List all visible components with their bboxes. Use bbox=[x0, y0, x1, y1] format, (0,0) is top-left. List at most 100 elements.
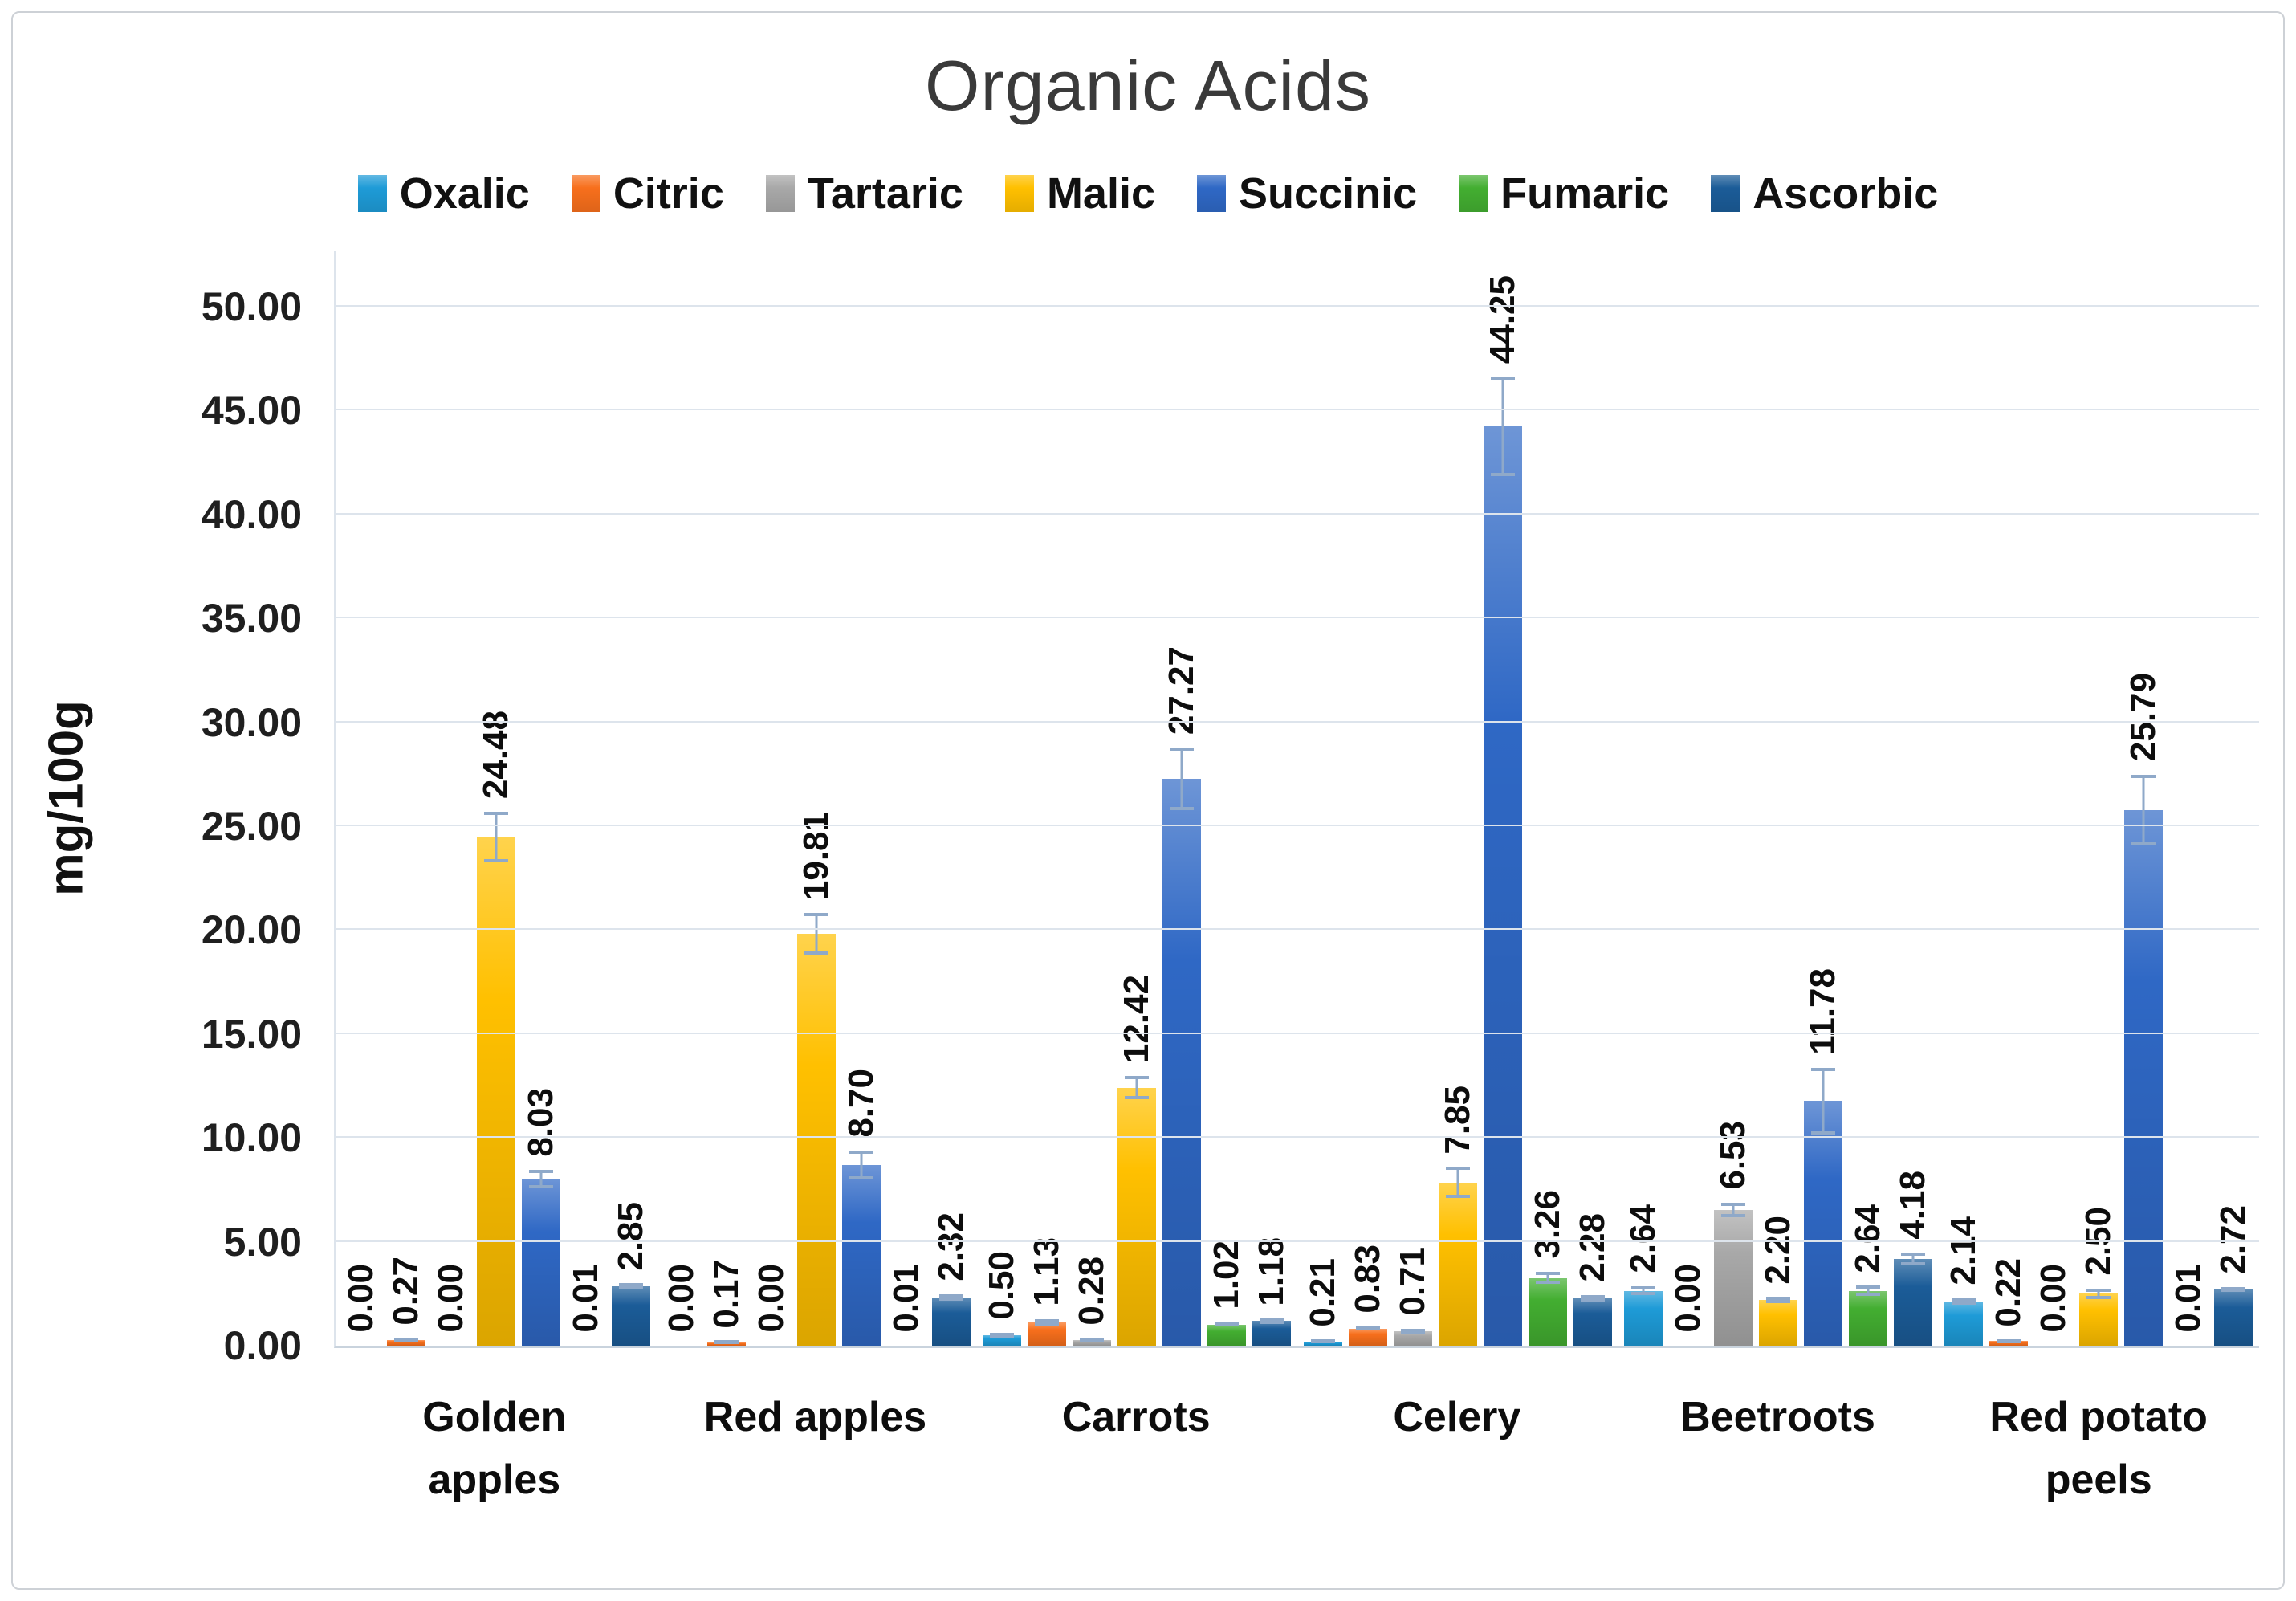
error-bar bbox=[1997, 1338, 2021, 1344]
bar-slot: 4.18 bbox=[1892, 251, 1932, 1346]
error-bar bbox=[1355, 1326, 1380, 1331]
error-bar bbox=[1445, 1167, 1470, 1199]
error-bar-line bbox=[815, 913, 818, 955]
gridline bbox=[336, 617, 2259, 619]
error-bar-cap-b bbox=[1035, 1322, 1060, 1326]
error-bar-cap-b bbox=[1170, 807, 1195, 811]
error-bar-cap-t bbox=[1855, 1285, 1880, 1289]
error-bar bbox=[1215, 1322, 1240, 1327]
bar-value-label: 0.01 bbox=[885, 1264, 926, 1333]
bar-value-label: 2.32 bbox=[930, 1212, 971, 1282]
error-bar bbox=[1535, 1271, 1560, 1285]
gridline bbox=[336, 825, 2259, 826]
bar-slot: 1.13 bbox=[1027, 251, 1067, 1346]
legend-item: Citric bbox=[571, 169, 724, 218]
bar-value-label: 2.64 bbox=[1847, 1204, 1887, 1273]
error-bar-cap-b bbox=[714, 1339, 739, 1343]
bar bbox=[1989, 1341, 2029, 1346]
bar-value-label: 0.00 bbox=[661, 1264, 701, 1333]
bar-value-label: 0.00 bbox=[751, 1264, 791, 1333]
error-bar-cap-b bbox=[2221, 1288, 2246, 1292]
bar-value-label: 4.18 bbox=[1892, 1171, 1932, 1240]
bar-slot: 8.70 bbox=[841, 251, 881, 1346]
bar-slot: 0.00 bbox=[2033, 251, 2073, 1346]
bar-group: 0.50 1.13 0.28 12.42 27.27 1.02 1.18 bbox=[977, 251, 1297, 1346]
bar bbox=[1393, 1330, 1432, 1346]
error-bar-cap-t bbox=[1952, 1298, 1976, 1302]
error-bar-cap-t bbox=[1035, 1318, 1060, 1322]
error-bar-line bbox=[1546, 1271, 1549, 1285]
bar bbox=[931, 1297, 971, 1346]
legend-swatch-icon bbox=[765, 175, 795, 212]
error-bar bbox=[1490, 376, 1515, 476]
error-bar-cap-b bbox=[393, 1338, 418, 1342]
x-axis-category-labels: Golden apples Red apples Carrots Celery Beet… bbox=[334, 1386, 2259, 1511]
y-tick-label: 0.00 bbox=[223, 1323, 302, 1368]
category-label: Red apples bbox=[655, 1386, 976, 1511]
bar-value-label: 24.48 bbox=[475, 711, 515, 800]
gridline bbox=[336, 305, 2259, 307]
y-tick-label: 20.00 bbox=[201, 907, 302, 953]
bar-value-label: 2.14 bbox=[1944, 1216, 1984, 1285]
category-label-text: Beetroots bbox=[1680, 1394, 1875, 1440]
error-bar bbox=[1310, 1339, 1335, 1344]
bar-value-label: 1.02 bbox=[1207, 1240, 1247, 1310]
error-bar-cap-b bbox=[1125, 1095, 1150, 1099]
error-bar-cap-b bbox=[1630, 1292, 1655, 1296]
bar-value-label: 0.27 bbox=[385, 1256, 425, 1326]
legend-swatch-icon bbox=[571, 175, 600, 212]
bar bbox=[1848, 1290, 1887, 1346]
gridline bbox=[336, 1032, 2259, 1034]
category-label-text: Golden apples bbox=[422, 1394, 567, 1503]
bar-value-label: 0.01 bbox=[2168, 1264, 2208, 1333]
error-bar-cap-b bbox=[1952, 1301, 1976, 1305]
bar-value-label: 6.53 bbox=[1712, 1121, 1753, 1190]
bar bbox=[2214, 1289, 2253, 1346]
error-bar bbox=[393, 1338, 418, 1342]
bar-slot: 0.83 bbox=[1348, 251, 1387, 1346]
error-bar-line bbox=[1456, 1167, 1459, 1199]
bar bbox=[611, 1286, 650, 1346]
error-bar-cap-t bbox=[1170, 748, 1195, 752]
error-bar-cap-t bbox=[1260, 1318, 1284, 1322]
bar-slot: 12.42 bbox=[1117, 251, 1157, 1346]
bar-value-label: 3.26 bbox=[1527, 1190, 1567, 1259]
legend: Oxalic Citric Tartaric Malic Succinic Fumaric… bbox=[13, 169, 2283, 218]
legend-swatch-icon bbox=[1711, 175, 1740, 212]
legend-item: Ascorbic bbox=[1711, 169, 1938, 218]
category-label-text: Red apples bbox=[703, 1394, 927, 1440]
bar bbox=[521, 1179, 560, 1346]
legend-label: Succinic bbox=[1239, 169, 1418, 218]
error-bar-cap-b bbox=[1855, 1293, 1880, 1297]
error-bar-cap-b bbox=[804, 951, 828, 955]
bar bbox=[1252, 1321, 1292, 1346]
legend-label: Oxalic bbox=[399, 169, 530, 218]
bar bbox=[2079, 1293, 2119, 1346]
error-bar bbox=[990, 1332, 1015, 1338]
error-bar bbox=[528, 1169, 553, 1188]
error-bar-line bbox=[1135, 1076, 1138, 1099]
legend-item: Succinic bbox=[1197, 169, 1417, 218]
y-tick-label: 5.00 bbox=[223, 1219, 302, 1265]
bar-slot: 0.22 bbox=[1989, 251, 2029, 1346]
error-bar-line bbox=[2142, 774, 2145, 845]
bar-slot: 0.71 bbox=[1393, 251, 1432, 1346]
error-bar-cap-b bbox=[618, 1286, 643, 1290]
error-bar-line bbox=[1180, 748, 1183, 811]
y-tick-label: 10.00 bbox=[201, 1115, 302, 1161]
plot-area: 0.00 0.27 0.00 24.48 8.03 0.01 2.85 0.00 0.17 0.0… bbox=[334, 251, 2259, 1348]
bar-value-label: 12.42 bbox=[1117, 975, 1157, 1064]
error-bar-line bbox=[1822, 1067, 1825, 1135]
bar-slot: 1.18 bbox=[1252, 251, 1292, 1346]
error-bar-cap-b bbox=[849, 1175, 873, 1179]
y-tick-label: 40.00 bbox=[201, 491, 302, 537]
bar-value-label: 0.50 bbox=[982, 1251, 1022, 1320]
error-bar-cap-t bbox=[1125, 1076, 1150, 1080]
bar-value-label: 8.03 bbox=[520, 1087, 560, 1157]
bar-slot: 0.00 bbox=[751, 251, 791, 1346]
error-bar-cap-t bbox=[1535, 1271, 1560, 1275]
error-bar bbox=[1855, 1285, 1880, 1297]
error-bar-cap-t bbox=[528, 1169, 553, 1173]
bar-value-label: 11.78 bbox=[1802, 968, 1842, 1055]
error-bar bbox=[849, 1150, 873, 1179]
